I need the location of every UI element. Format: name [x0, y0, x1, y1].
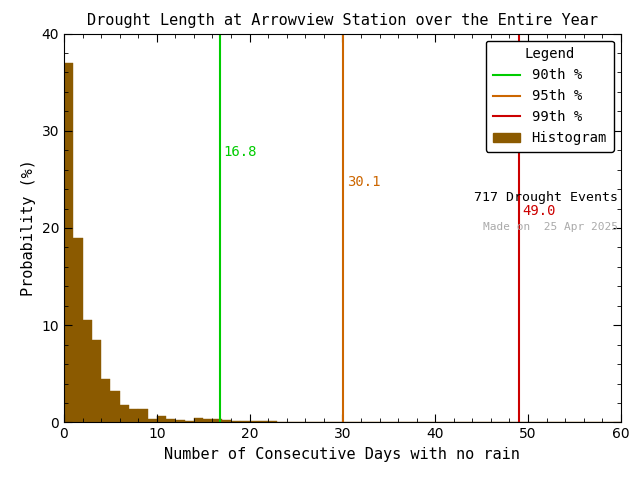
Bar: [241, 421, 250, 422]
Bar: [212, 419, 222, 422]
Bar: [111, 391, 120, 422]
Bar: [138, 409, 148, 422]
Y-axis label: Probability (%): Probability (%): [21, 159, 36, 297]
Bar: [175, 420, 184, 422]
Bar: [222, 420, 231, 422]
Bar: [120, 405, 129, 422]
Text: 30.1: 30.1: [347, 175, 381, 189]
Bar: [157, 416, 166, 422]
Legend: 90th %, 95th %, 99th %, Histogram: 90th %, 95th %, 99th %, Histogram: [486, 40, 614, 152]
Text: 16.8: 16.8: [223, 145, 257, 159]
Bar: [92, 340, 101, 422]
Text: 717 Drought Events: 717 Drought Events: [474, 191, 618, 204]
Text: 49.0: 49.0: [522, 204, 556, 218]
Bar: [147, 419, 157, 422]
Bar: [204, 420, 212, 422]
Bar: [129, 409, 138, 422]
Bar: [83, 320, 92, 422]
Bar: [166, 420, 175, 422]
Bar: [268, 421, 277, 422]
Bar: [231, 421, 241, 422]
Bar: [184, 421, 194, 422]
X-axis label: Number of Consecutive Days with no rain: Number of Consecutive Days with no rain: [164, 447, 520, 462]
Bar: [101, 379, 111, 422]
Bar: [259, 421, 268, 422]
Bar: [194, 418, 204, 422]
Bar: [64, 63, 73, 422]
Text: Made on  25 Apr 2025: Made on 25 Apr 2025: [483, 222, 618, 232]
Bar: [73, 238, 83, 422]
Bar: [250, 421, 259, 422]
Title: Drought Length at Arrowview Station over the Entire Year: Drought Length at Arrowview Station over…: [87, 13, 598, 28]
